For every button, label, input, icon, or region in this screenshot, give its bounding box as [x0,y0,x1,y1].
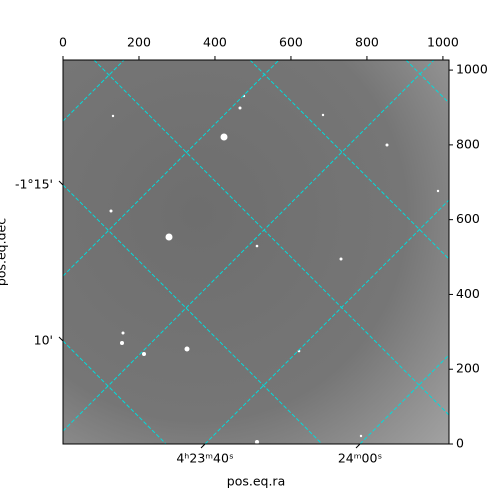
grid-line [63,60,125,122]
x-tick-label: 1000 [427,35,459,50]
y-tick-label: 200 [456,361,480,376]
grid-line [204,199,449,444]
grid-line [63,340,167,444]
grid-line [63,60,435,432]
ra-tick-label: 24ᵐ00ˢ [338,451,382,466]
dec-tick-label: 10' [34,332,53,347]
stars [109,94,440,444]
grid-line [405,60,449,104]
ra-tick-label: 4ʰ23ᵐ40ˢ [176,451,233,466]
y-tick-label: 800 [456,136,480,151]
dec-tick [58,336,64,342]
x-axis-label: pos.eq.ra [227,474,285,489]
grid-line [249,60,449,260]
ra-tick [200,443,206,449]
ra-tick [355,443,361,449]
x-tick-label: 400 [203,35,227,50]
grid-line [63,184,323,444]
x-tick-label: 800 [355,35,379,50]
grid [63,60,449,444]
y-tick-label: 600 [456,211,480,226]
dec-tick [58,180,64,186]
y-axis-label: pos.eq.dec [0,218,9,286]
y-tick-label: 400 [456,286,480,301]
x-tick-label: 200 [127,35,151,50]
x-tick-label: 0 [59,35,67,50]
dec-tick-label: -1°15' [15,177,53,192]
grid-line [359,354,449,444]
y-tick-label: 0 [456,436,464,451]
frame [62,59,450,445]
sky-image [63,60,449,444]
y-tick-label: 1000 [456,62,488,77]
x-tick-label: 600 [279,35,303,50]
grid-line [63,60,280,277]
